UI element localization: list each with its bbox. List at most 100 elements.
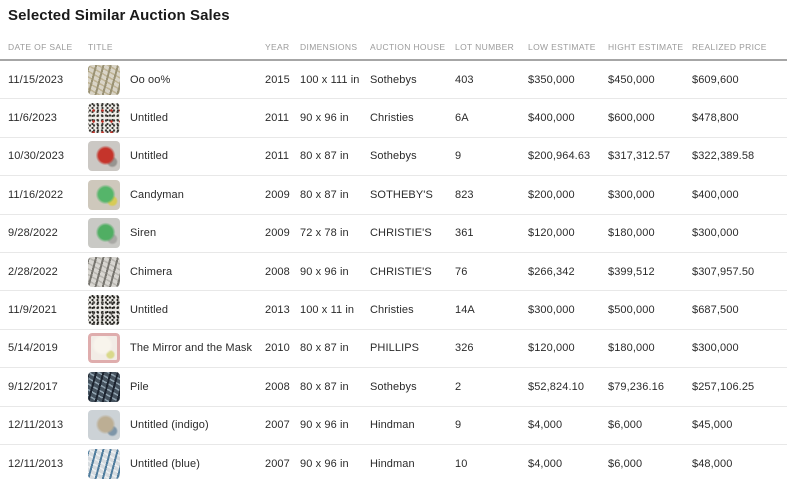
artwork-title: Untitled (blue) <box>130 458 200 471</box>
artwork-thumbnail <box>88 371 120 402</box>
lot-number-cell: 9 <box>455 419 462 432</box>
year-cell: 2008 <box>265 380 290 393</box>
artwork-title: Pile <box>130 380 149 393</box>
hight-estimate-cell: $399,512 <box>608 265 655 278</box>
table-row: 12/11/2013 Untitled (blue) 2007 90 x 96 … <box>0 445 787 482</box>
auction-sales-table: DATE OF SALE TITLE YEAR DIMENSIONS AUCTI… <box>0 24 787 482</box>
low-estimate-cell: $52,824.10 <box>528 380 585 393</box>
title-cell: Untitled <box>88 103 265 134</box>
year-cell: 2007 <box>265 419 290 432</box>
hight-estimate-cell: $79,236.16 <box>608 380 665 393</box>
auction-house-cell: Sothebys <box>370 73 417 86</box>
table-row: 9/28/2022 Siren 2009 72 x 78 in CHRISTIE… <box>0 215 787 253</box>
realized-price-cell: $609,600 <box>692 73 739 86</box>
year-cell: 2013 <box>265 304 290 317</box>
column-header-date-of-sale: DATE OF SALE <box>8 42 73 52</box>
artwork-title: Chimera <box>130 265 173 278</box>
auction-house-cell: Sothebys <box>370 380 417 393</box>
dimensions-cell: 80 x 87 in <box>300 380 349 393</box>
realized-price-cell: $48,000 <box>692 458 733 471</box>
artwork-thumbnail <box>88 218 120 249</box>
title-cell: Candyman <box>88 179 265 210</box>
column-header-auction-house: AUCTION HOUSE <box>370 42 446 52</box>
date-of-sale-cell: 11/15/2023 <box>8 73 64 86</box>
low-estimate-cell: $120,000 <box>528 342 575 355</box>
lot-number-cell: 361 <box>455 227 474 240</box>
low-estimate-cell: $200,000 <box>528 188 575 201</box>
table-row: 9/12/2017 Pile 2008 80 x 87 in Sothebys … <box>0 368 787 407</box>
hight-estimate-cell: $180,000 <box>608 227 655 240</box>
realized-price-cell: $307,957.50 <box>692 265 755 278</box>
artwork-thumbnail <box>88 256 120 287</box>
realized-price-cell: $257,106.25 <box>692 380 755 393</box>
realized-price-cell: $45,000 <box>692 419 733 432</box>
low-estimate-cell: $120,000 <box>528 227 575 240</box>
title-cell: Siren <box>88 218 265 249</box>
artwork-title: The Mirror and the Mask <box>130 342 253 355</box>
dimensions-cell: 80 x 87 in <box>300 188 349 201</box>
title-cell: The Mirror and the Mask <box>88 333 265 364</box>
artwork-title: Untitled (indigo) <box>130 419 209 432</box>
hight-estimate-cell: $500,000 <box>608 304 655 317</box>
lot-number-cell: 10 <box>455 458 468 471</box>
hight-estimate-cell: $180,000 <box>608 342 655 355</box>
artwork-title: Untitled <box>130 112 169 125</box>
date-of-sale-cell: 11/6/2023 <box>8 112 58 125</box>
artwork-title: Untitled <box>130 304 169 317</box>
low-estimate-cell: $300,000 <box>528 304 575 317</box>
lot-number-cell: 14A <box>455 304 475 317</box>
realized-price-cell: $300,000 <box>692 227 739 240</box>
table-body: 11/15/2023 Oo oo% 2015 100 x 111 in Soth… <box>0 61 787 482</box>
realized-price-cell: $300,000 <box>692 342 739 355</box>
artwork-thumbnail <box>88 179 120 210</box>
low-estimate-cell: $4,000 <box>528 458 563 471</box>
artwork-thumbnail <box>88 410 120 441</box>
dimensions-cell: 100 x 111 in <box>300 73 360 86</box>
year-cell: 2009 <box>265 188 290 201</box>
title-cell: Chimera <box>88 256 265 287</box>
title-cell: Pile <box>88 371 265 402</box>
lot-number-cell: 76 <box>455 265 468 278</box>
table-row: 11/9/2021 Untitled 2013 100 x 11 in Chri… <box>0 291 787 330</box>
low-estimate-cell: $200,964.63 <box>528 150 591 163</box>
dimensions-cell: 72 x 78 in <box>300 227 349 240</box>
hight-estimate-cell: $450,000 <box>608 73 655 86</box>
year-cell: 2009 <box>265 227 290 240</box>
date-of-sale-cell: 10/30/2023 <box>8 150 65 163</box>
auction-house-cell: Sothebys <box>370 150 417 163</box>
artwork-thumbnail <box>88 333 120 364</box>
lot-number-cell: 2 <box>455 380 462 393</box>
artwork-title: Siren <box>130 227 157 240</box>
table-header-row: DATE OF SALE TITLE YEAR DIMENSIONS AUCTI… <box>0 24 787 61</box>
auction-house-cell: SOTHEBY'S <box>370 188 433 201</box>
dimensions-cell: 80 x 87 in <box>300 150 349 163</box>
year-cell: 2008 <box>265 265 290 278</box>
auction-house-cell: Christies <box>370 112 414 125</box>
date-of-sale-cell: 11/9/2021 <box>8 304 58 317</box>
realized-price-cell: $478,800 <box>692 112 739 125</box>
table-row: 11/16/2022 Candyman 2009 80 x 87 in SOTH… <box>0 176 787 215</box>
title-cell: Untitled <box>88 295 265 326</box>
dimensions-cell: 90 x 96 in <box>300 265 349 278</box>
dimensions-cell: 90 x 96 in <box>300 458 349 471</box>
hight-estimate-cell: $317,312.57 <box>608 150 671 163</box>
low-estimate-cell: $350,000 <box>528 73 575 86</box>
low-estimate-cell: $4,000 <box>528 419 563 432</box>
artwork-thumbnail <box>88 103 120 134</box>
lot-number-cell: 823 <box>455 188 474 201</box>
table-row: 12/11/2013 Untitled (indigo) 2007 90 x 9… <box>0 407 787 445</box>
year-cell: 2010 <box>265 342 290 355</box>
hight-estimate-cell: $6,000 <box>608 419 643 432</box>
column-header-year: YEAR <box>265 42 290 52</box>
auction-house-cell: PHILLIPS <box>370 342 420 355</box>
lot-number-cell: 6A <box>455 112 469 125</box>
auction-house-cell: CHRISTIE'S <box>370 265 432 278</box>
date-of-sale-cell: 12/11/2013 <box>8 458 64 471</box>
artwork-title: Candyman <box>130 188 184 201</box>
dimensions-cell: 90 x 96 in <box>300 112 349 125</box>
title-cell: Untitled (indigo) <box>88 410 265 441</box>
realized-price-cell: $322,389.58 <box>692 150 755 163</box>
dimensions-cell: 80 x 87 in <box>300 342 349 355</box>
table-row: 10/30/2023 Untitled 2011 80 x 87 in Soth… <box>0 138 787 177</box>
auction-house-cell: Hindman <box>370 458 415 471</box>
